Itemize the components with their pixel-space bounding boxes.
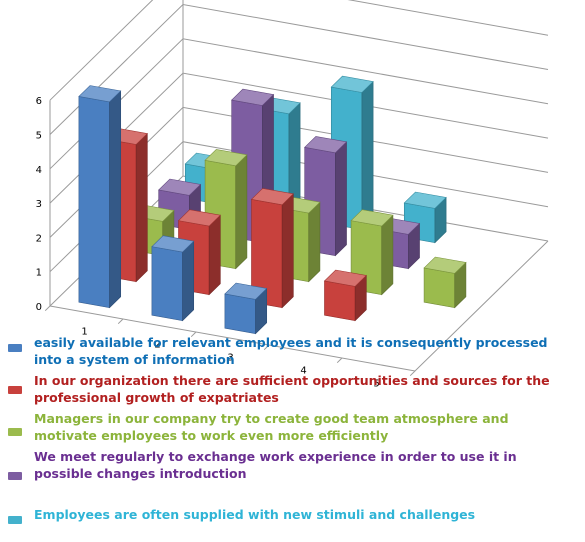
legend-label-4: We meet regularly to exchange work exper… bbox=[34, 449, 517, 481]
bar-side bbox=[308, 201, 321, 283]
bar bbox=[250, 188, 294, 309]
bar-top bbox=[78, 85, 122, 103]
bar-side bbox=[235, 154, 248, 270]
x-tick-label: 2 bbox=[154, 340, 160, 351]
bar-side bbox=[182, 240, 195, 322]
bar-top bbox=[177, 209, 221, 227]
bar-top bbox=[330, 75, 374, 93]
bar-top bbox=[403, 191, 447, 209]
bar-top bbox=[423, 256, 467, 274]
bar-top bbox=[304, 136, 348, 154]
y-tick-label: 2 bbox=[36, 233, 42, 244]
x-tick-mark bbox=[263, 344, 270, 351]
y-tick-label: 4 bbox=[36, 165, 42, 176]
legend-swatch-5 bbox=[8, 516, 22, 524]
bar-side bbox=[281, 193, 294, 309]
x-tick-label: 5 bbox=[373, 379, 379, 390]
y-tick-label: 5 bbox=[36, 131, 42, 142]
bar-side bbox=[208, 214, 221, 296]
bar-top bbox=[158, 178, 202, 196]
legend-swatch-1 bbox=[8, 344, 22, 352]
x-tick-mark bbox=[190, 331, 197, 338]
legend-label-3: Managers in our company try to create go… bbox=[34, 411, 509, 443]
bar-front bbox=[78, 96, 110, 309]
x-tick-label: 3 bbox=[227, 353, 233, 364]
y-tick-label: 1 bbox=[36, 268, 42, 279]
bar-top bbox=[350, 209, 394, 227]
legend-label-5: Employees are often supplied with new st… bbox=[34, 507, 476, 522]
bar-side bbox=[361, 80, 374, 231]
y-tick-label: 6 bbox=[36, 96, 42, 107]
bar-side bbox=[135, 132, 148, 283]
bar-front bbox=[224, 293, 256, 335]
y-tick-label: 3 bbox=[36, 199, 42, 210]
bar-top bbox=[231, 88, 275, 106]
x-tick-mark bbox=[117, 318, 124, 325]
legend-label-2: In our organization there are sufficient… bbox=[34, 373, 550, 405]
bar bbox=[323, 269, 367, 322]
x-tick-mark bbox=[44, 305, 51, 312]
x-tick-label: 1 bbox=[81, 327, 87, 338]
gridline bbox=[49, 0, 549, 101]
bar-top bbox=[323, 269, 367, 287]
bar-front bbox=[151, 246, 183, 322]
bar-top bbox=[204, 149, 248, 167]
bar bbox=[78, 85, 122, 309]
bar-top bbox=[151, 235, 195, 253]
bar bbox=[224, 282, 268, 335]
chart-tick-labels: 0 1 2 3 4 5 6 1 2 3 4 5 bbox=[36, 96, 380, 389]
bar-side bbox=[109, 90, 122, 309]
legend-swatch-2 bbox=[8, 386, 22, 394]
bar-side bbox=[335, 141, 347, 257]
bar-top bbox=[250, 188, 294, 206]
legend-swatch-3 bbox=[8, 428, 22, 436]
bar-front bbox=[423, 267, 456, 309]
x-tick-mark bbox=[336, 357, 343, 364]
bar-top bbox=[224, 282, 268, 300]
bar-side bbox=[381, 214, 394, 296]
x-tick-mark bbox=[409, 370, 416, 377]
legend-swatch-4 bbox=[8, 472, 22, 480]
y-tick-label: 0 bbox=[36, 302, 42, 313]
x-tick-label: 4 bbox=[300, 366, 306, 377]
bar bbox=[151, 235, 195, 322]
bar-front bbox=[324, 280, 356, 322]
chart-bars bbox=[78, 75, 467, 335]
legend-label-1: easily available for relevant employees … bbox=[34, 335, 548, 367]
bar bbox=[423, 256, 467, 309]
